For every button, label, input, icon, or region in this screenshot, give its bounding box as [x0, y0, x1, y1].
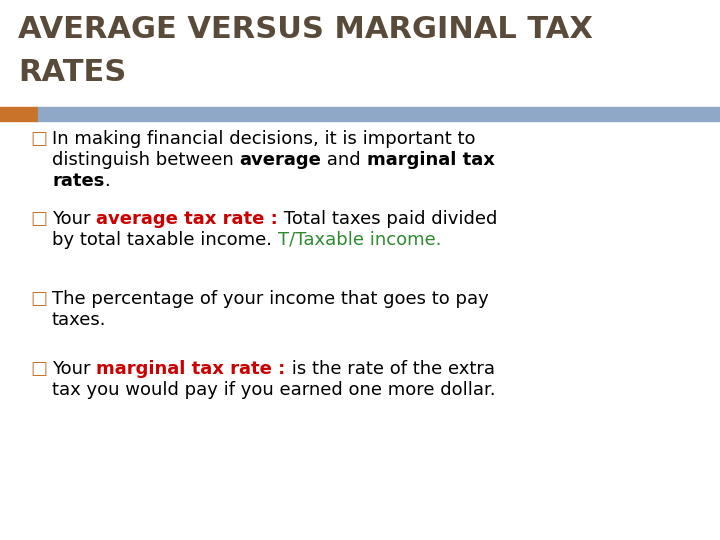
- Text: AVERAGE VERSUS MARGINAL TAX: AVERAGE VERSUS MARGINAL TAX: [18, 15, 593, 44]
- Text: Your: Your: [52, 360, 96, 378]
- Text: The percentage of your income that goes to pay: The percentage of your income that goes …: [52, 290, 489, 308]
- Text: T/Taxable income.: T/Taxable income.: [278, 231, 441, 249]
- Bar: [0, 107, 38, 121]
- Text: RATES: RATES: [18, 58, 126, 87]
- Text: rates: rates: [52, 172, 104, 190]
- Text: □: □: [30, 210, 47, 228]
- Text: and: and: [321, 151, 366, 169]
- Text: taxes.: taxes.: [52, 311, 107, 329]
- Text: tax you would pay if you earned one more dollar.: tax you would pay if you earned one more…: [52, 381, 495, 399]
- Text: In making financial decisions, it is important to: In making financial decisions, it is imp…: [52, 130, 475, 148]
- Text: is the rate of the extra: is the rate of the extra: [286, 360, 495, 378]
- Text: marginal tax: marginal tax: [366, 151, 495, 169]
- Text: marginal tax rate :: marginal tax rate :: [96, 360, 286, 378]
- Bar: [38, 107, 720, 121]
- Text: Your: Your: [52, 210, 96, 228]
- Text: □: □: [30, 360, 47, 378]
- Text: .: .: [104, 172, 110, 190]
- Text: □: □: [30, 290, 47, 308]
- Text: Total taxes paid divided: Total taxes paid divided: [278, 210, 498, 228]
- Text: □: □: [30, 130, 47, 148]
- Text: distinguish between: distinguish between: [52, 151, 240, 169]
- Text: average: average: [240, 151, 321, 169]
- Text: by total taxable income.: by total taxable income.: [52, 231, 278, 249]
- Text: average tax rate :: average tax rate :: [96, 210, 278, 228]
